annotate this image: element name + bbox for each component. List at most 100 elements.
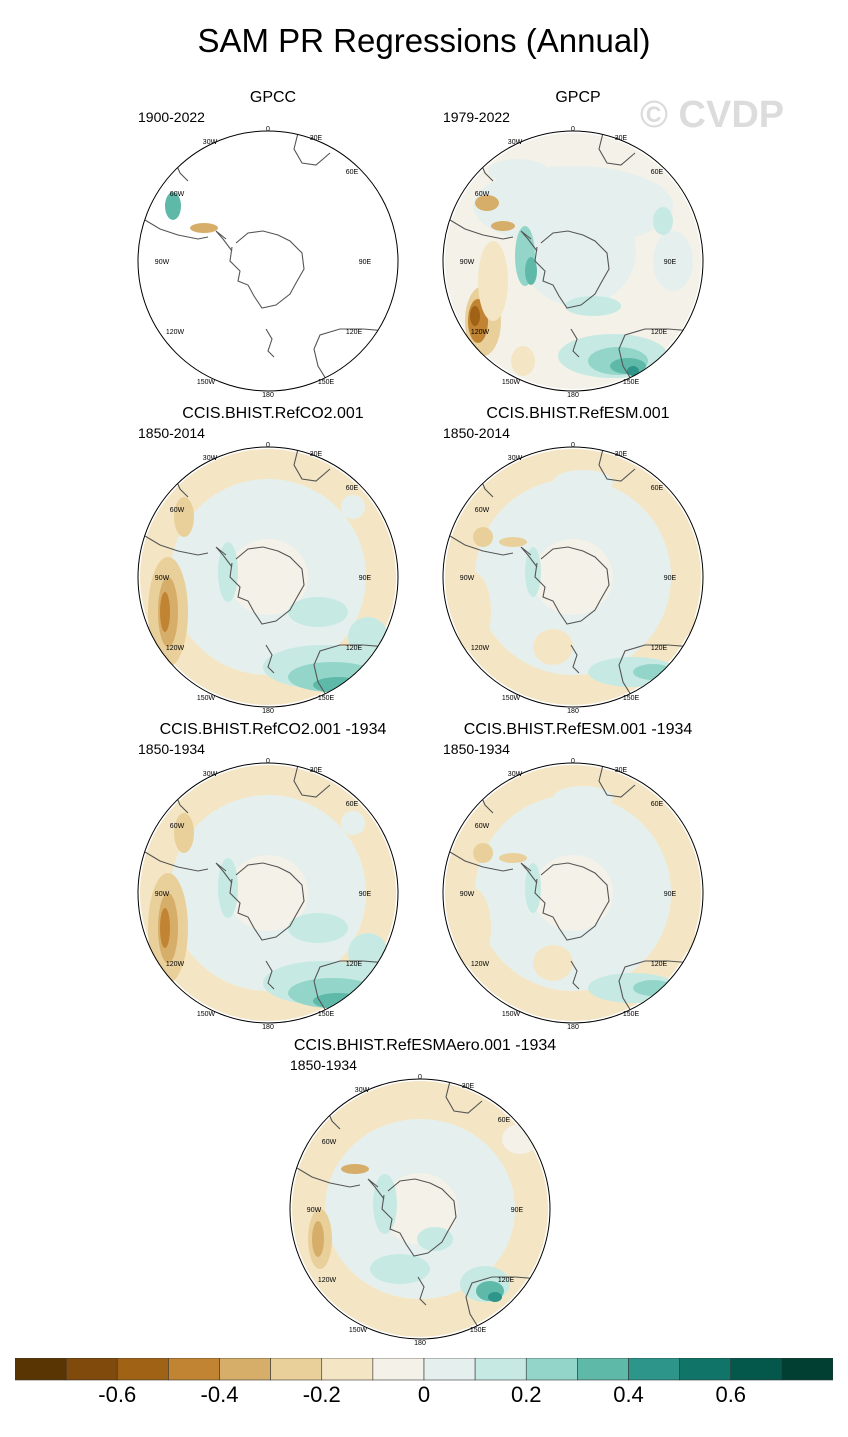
longitude-label: 120E [346, 329, 363, 336]
colorbar-swatch [372, 1358, 425, 1381]
longitude-label: 90W [460, 891, 475, 898]
longitude-label: 90W [460, 575, 475, 582]
longitude-label: 60W [475, 191, 490, 198]
precip-region [653, 231, 693, 291]
colorbar-swatch [168, 1358, 220, 1381]
longitude-label: 90W [155, 259, 170, 266]
longitude-label: 120E [651, 329, 668, 336]
longitude-label: 30E [615, 767, 628, 774]
longitude-label: 30W [203, 771, 218, 778]
colorbar-swatch [781, 1358, 833, 1381]
colorbar-tick-label: -0.4 [200, 1382, 239, 1407]
precip-field [138, 447, 398, 707]
panel-period: 1850-1934 [290, 1057, 357, 1073]
australia-coast [465, 1276, 541, 1334]
precip-region [511, 346, 535, 376]
panel-period: 1850-1934 [138, 741, 205, 757]
precip-region [228, 855, 308, 931]
longitude-label: 60W [170, 507, 185, 514]
precip-field [443, 447, 703, 707]
longitude-label: 150E [318, 379, 335, 386]
antarctic-peninsula-coast [520, 230, 538, 252]
longitude-label: 90W [307, 1207, 322, 1214]
panel-period: 1850-1934 [443, 741, 510, 757]
longitude-label: 60E [498, 1117, 511, 1124]
map-boundary [137, 446, 399, 708]
longitude-label: 150W [197, 695, 216, 702]
australia-coast [618, 960, 694, 1018]
panel-period: 1900-2022 [138, 109, 205, 125]
longitude-label: 150E [623, 695, 640, 702]
precip-region [671, 913, 695, 953]
precip-field [138, 763, 398, 1023]
longitude-label: 0 [571, 126, 575, 133]
longitude-label: 90E [359, 891, 372, 898]
precip-region [499, 853, 527, 863]
longitude-label: 120E [651, 645, 668, 652]
antarctic-peninsula-coast [215, 546, 233, 568]
colorbar-swatch [730, 1358, 783, 1381]
australia-coast [313, 644, 389, 702]
precip-region [653, 207, 673, 235]
longitude-label: 120W [166, 961, 185, 968]
antarctic-peninsula-coast [367, 1178, 385, 1200]
longitude-label: 150E [470, 1327, 487, 1334]
colorbar-swatch [525, 1358, 578, 1381]
longitude-label: 150E [623, 379, 640, 386]
panel-title: CCIS.BHIST.RefESMAero.001 -1934 [293, 1037, 557, 1054]
precip-region [288, 913, 348, 943]
map-boundary [137, 130, 399, 392]
polar-map: 0 30E 60E 90E 120E 150E 180 150W 120W 90W 60W 30W [137, 126, 399, 399]
map-panel-refesm-1934: CCIS.BHIST.RefESM.001 -1934 1850-1934 0 3… [442, 721, 763, 1031]
map-boundary [137, 762, 399, 1024]
longitude-label: 0 [571, 442, 575, 449]
precip-region [565, 296, 621, 316]
precip-region [533, 629, 573, 665]
polar-map: 0 30E 60E 90E 120E 150E 180 150W 120W 90W 60W 30W [289, 1074, 551, 1347]
south-america-coast [139, 216, 209, 240]
longitude-label: 60E [651, 169, 664, 176]
longitude-label: 150W [197, 1011, 216, 1018]
longitude-label: 30W [508, 139, 523, 146]
precip-region [160, 908, 170, 948]
africa-coast [598, 764, 636, 798]
africa-coast [293, 132, 331, 166]
precip-region [470, 306, 480, 326]
longitude-label: 120W [166, 645, 185, 652]
south-america-coast [291, 1164, 361, 1188]
precip-region [533, 855, 613, 931]
precip-region [312, 1221, 324, 1257]
africa-coast [293, 448, 331, 482]
precip-region [190, 223, 218, 233]
precip-region [515, 1164, 545, 1214]
antarctica-coast [229, 546, 305, 625]
precip-region [174, 497, 194, 537]
precip-region [473, 843, 493, 863]
colorbar-tick-label: -0.2 [302, 1382, 341, 1407]
longitude-label: 180 [414, 1340, 426, 1347]
precip-region [478, 241, 508, 321]
longitude-label: 60W [170, 191, 185, 198]
new-zealand-coast [417, 1276, 427, 1306]
precip-region [502, 1124, 538, 1154]
longitude-label: 150W [502, 695, 521, 702]
precip-region [455, 572, 491, 652]
map-panel-refco2-1934: CCIS.BHIST.RefCO2.001 -1934 1850-1934 0 3… [137, 721, 458, 1031]
longitude-label: 180 [262, 1024, 274, 1031]
precip-region [525, 257, 537, 285]
precip-region [533, 539, 613, 615]
precip-region [160, 592, 170, 632]
panel-title: CCIS.BHIST.RefESM.001 [486, 405, 670, 422]
longitude-label: 180 [262, 392, 274, 399]
longitude-label: 0 [266, 126, 270, 133]
precip-field [138, 131, 398, 391]
precip-region [218, 542, 238, 602]
colorbar-tick-label: -0.6 [98, 1382, 137, 1407]
longitude-label: 60E [346, 485, 359, 492]
antarctic-peninsula-coast [215, 862, 233, 884]
precip-region [174, 813, 194, 853]
antarctica-coast [534, 230, 610, 309]
figure-title: SAM PR Regressions (Annual) [197, 22, 651, 59]
australia-coast [313, 960, 389, 1018]
map-panel-gpcc: GPCC 1900-2022 0 30E 60E 90E 120E 150E 180 150W… [137, 89, 458, 399]
